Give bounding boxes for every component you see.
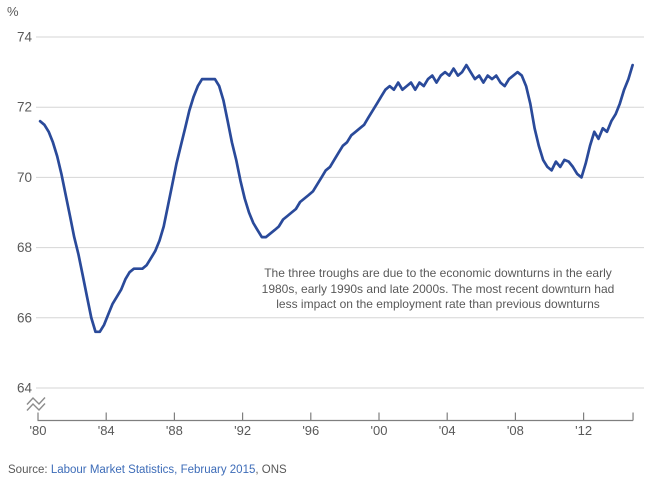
chart-annotation: The three troughs are due to the economi… xyxy=(236,266,640,313)
source-prefix: Source: xyxy=(8,464,51,476)
axis-break-lower-squiggle xyxy=(26,402,46,412)
x-tick-label: '00 xyxy=(371,423,388,438)
x-tick-label: '04 xyxy=(439,423,456,438)
x-tick-label: '84 xyxy=(98,423,115,438)
y-tick-label: 68 xyxy=(17,240,32,255)
y-tick-label: 72 xyxy=(17,100,32,115)
source-line: Source: Labour Market Statistics, Februa… xyxy=(8,464,287,476)
chart-canvas: 74 72 70 68 66 64 '80 '84 '88 '92 '96 '00 '04 '08 '12 xyxy=(17,30,644,438)
source-link[interactable]: Labour Market Statistics, February 2015 xyxy=(50,464,256,476)
annotation-line-1: The three troughs are due to the economi… xyxy=(264,266,612,280)
axis-break-upper-squiggle xyxy=(26,396,46,406)
x-tick-label: '96 xyxy=(302,423,319,438)
annotation-line-3: less impact on the employment rate than … xyxy=(276,297,600,311)
axis-break-icon xyxy=(26,396,46,412)
employment-rate-line xyxy=(38,63,634,334)
y-tick-label: 74 xyxy=(17,30,33,45)
x-tick-label: '88 xyxy=(166,423,183,438)
source-suffix: , ONS xyxy=(255,464,287,476)
x-axis-layer: '80 '84 '88 '92 '96 '00 '04 '08 '12 xyxy=(30,412,634,438)
y-axis-unit-label: % xyxy=(7,4,19,19)
annotation-line-2: 1980s, early 1990s and late 2000s. The m… xyxy=(261,281,615,296)
y-tick-label: 70 xyxy=(17,170,32,185)
x-tick-label: '08 xyxy=(507,423,524,438)
x-tick-label: '12 xyxy=(575,423,592,438)
x-tick-label: '92 xyxy=(234,423,251,438)
y-tick-label: 66 xyxy=(17,310,32,325)
y-tick-label: 64 xyxy=(17,381,33,396)
gridline-layer: 74 72 70 68 66 64 xyxy=(17,30,644,396)
x-tick-label: '80 xyxy=(30,423,47,438)
